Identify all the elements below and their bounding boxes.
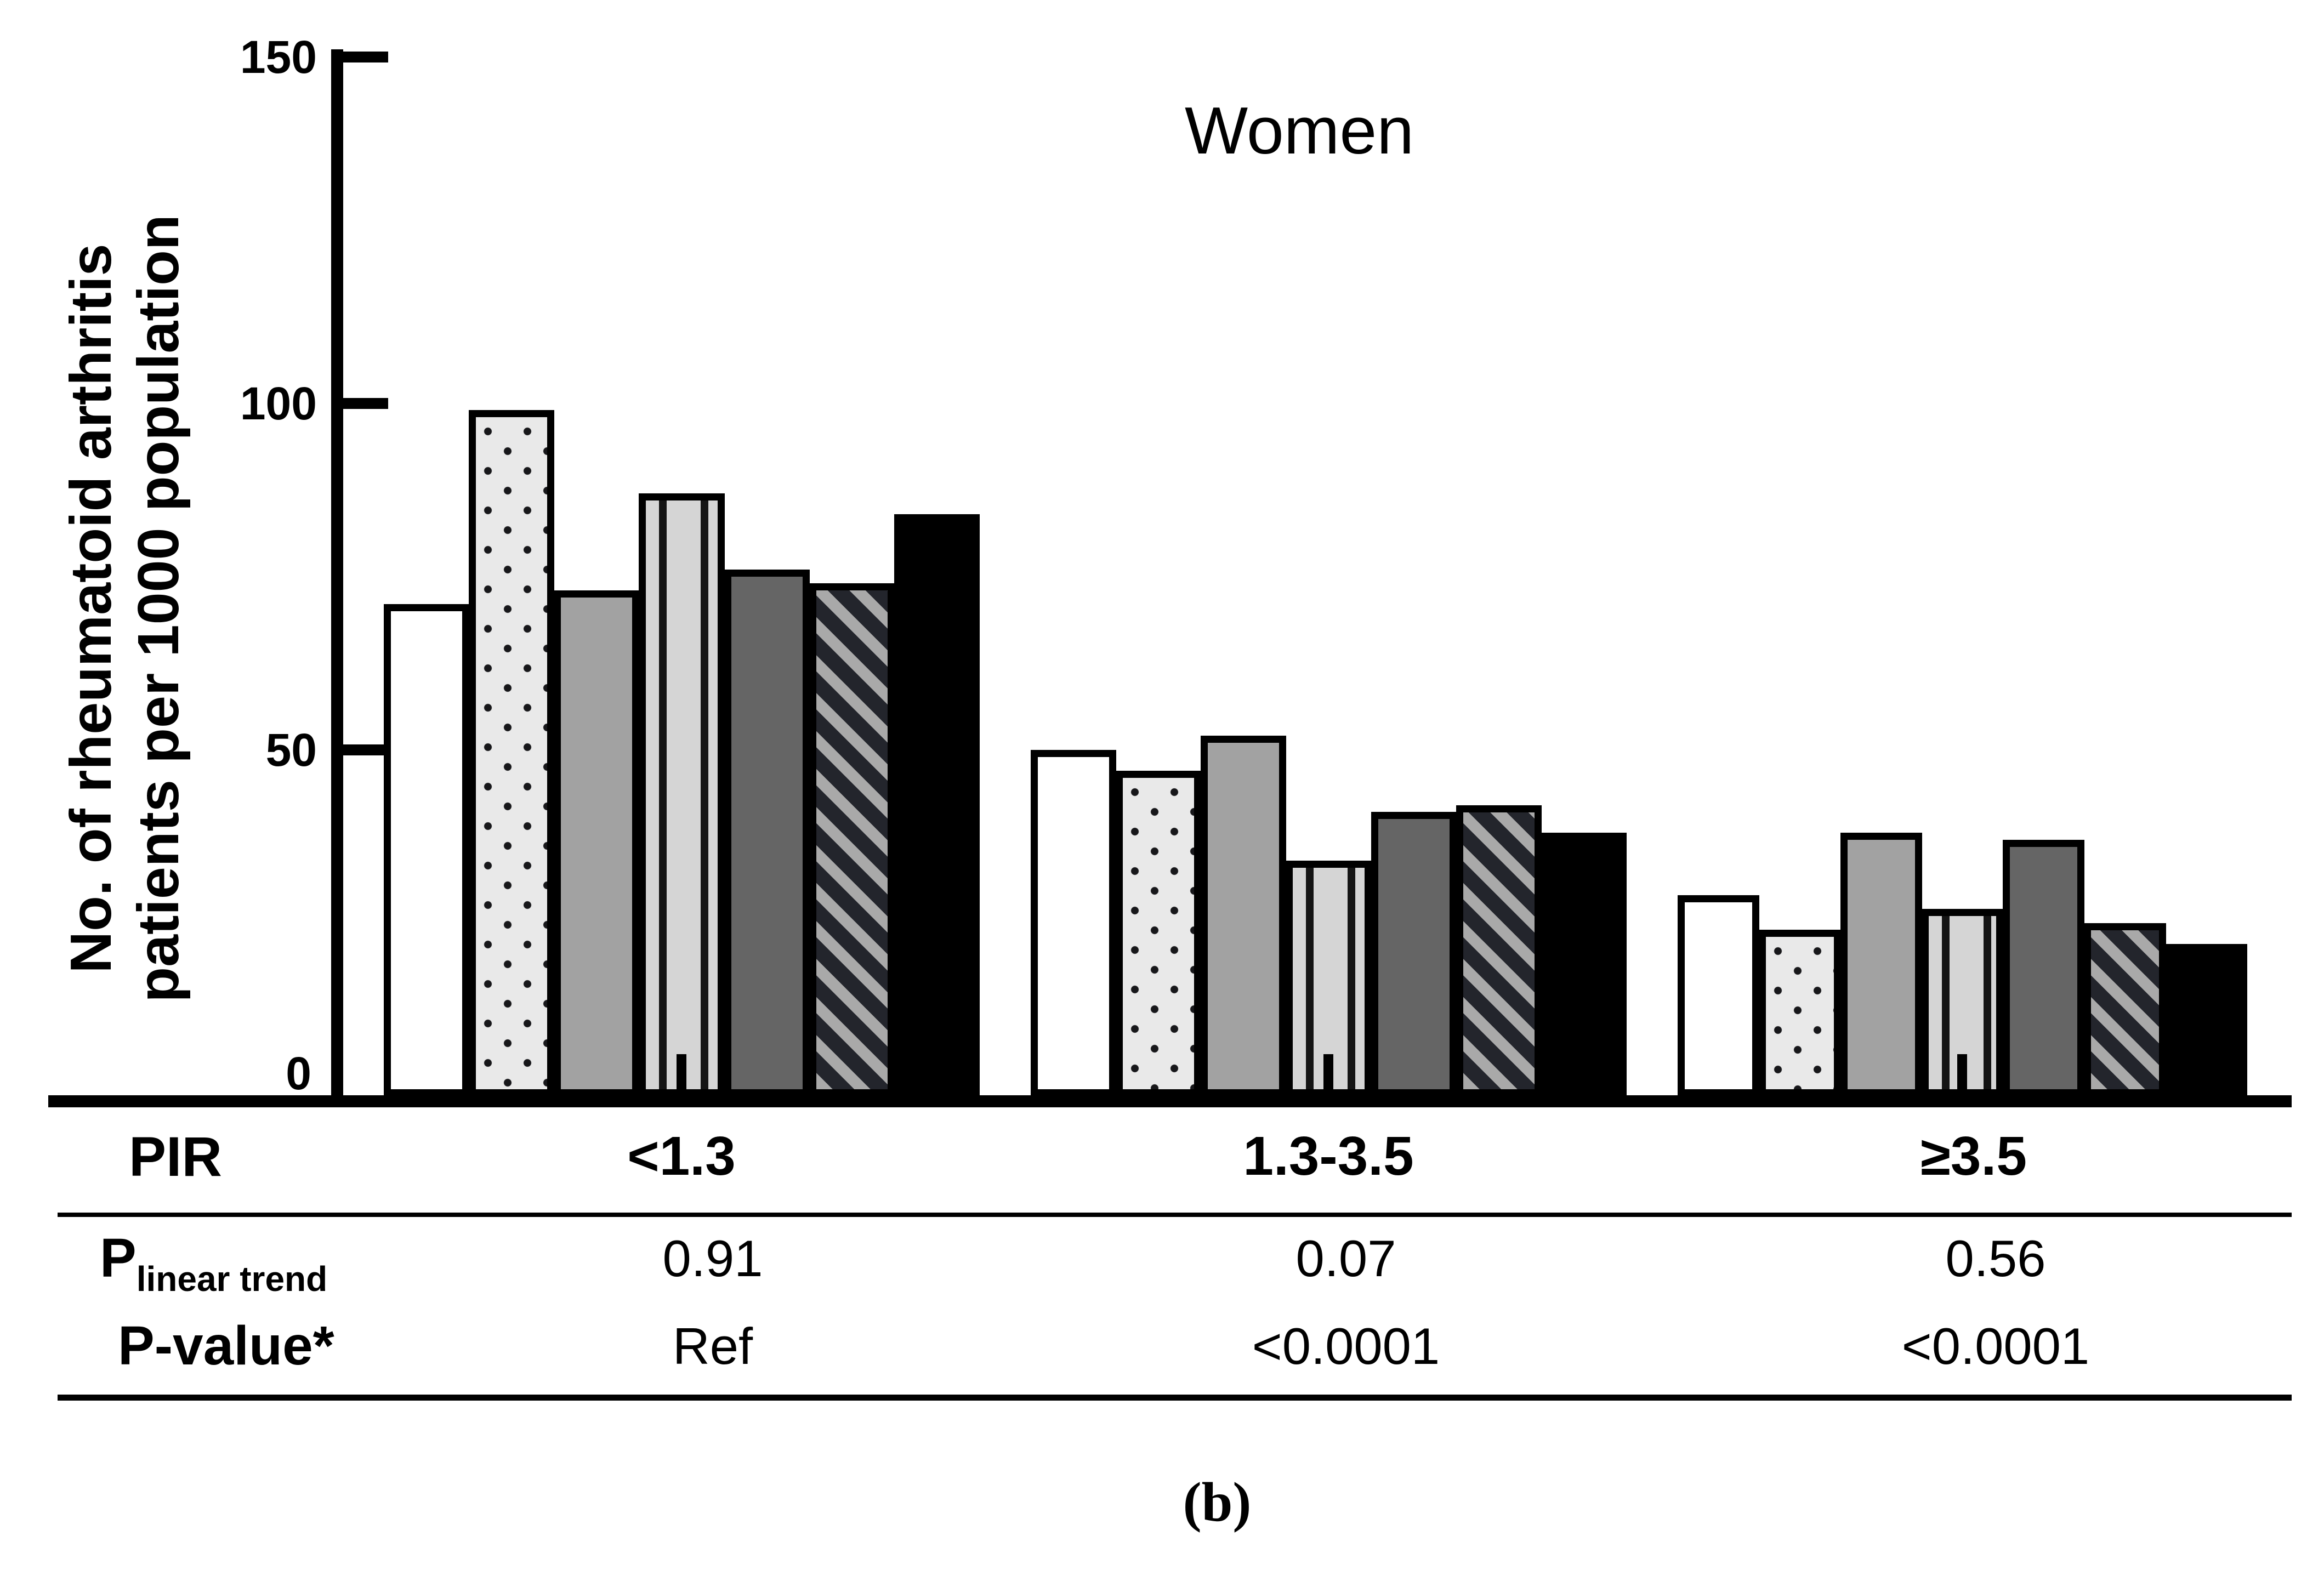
bar-white-group-2 [1031, 750, 1117, 1096]
table-rule-bottom [58, 1395, 2292, 1401]
p-value-1: Ref [672, 1317, 753, 1375]
p-linear-trend-main: P [100, 1227, 137, 1289]
x-axis-line [48, 1095, 2292, 1107]
p-linear-trend-value-1: 0.91 [662, 1230, 763, 1287]
category-label-pir-ge-3-5: ≥3.5 [1920, 1125, 2027, 1187]
bar-black-group-1 [894, 514, 980, 1096]
bar-dotted-group-2 [1116, 771, 1202, 1096]
bar-light-gray-group-3 [1840, 833, 1922, 1096]
bar-dark-gray-group-2 [1371, 812, 1457, 1096]
category-label-pir-1-3-3-5: 1.3-3.5 [1243, 1125, 1414, 1187]
y-tick-label-150: 150 [240, 31, 317, 83]
bar-vertical-stripes-group-2 [1286, 861, 1372, 1096]
bar-dotted-group-3 [1759, 930, 1841, 1096]
y-tick-50 [343, 744, 388, 755]
category-label-pir-lt-1-3: <1.3 [627, 1125, 736, 1187]
bar-dark-gray-group-1 [724, 570, 810, 1096]
plot-area [0, 0, 2324, 1096]
row-label-p-value: P-value* [118, 1315, 334, 1376]
bar-white-group-1 [384, 604, 470, 1096]
row-label-pir: PIR [129, 1125, 223, 1188]
p-linear-trend-sub: linear trend [136, 1259, 328, 1299]
bar-diagonal-stripes-group-2 [1456, 805, 1542, 1096]
p-linear-trend-value-2: 0.07 [1295, 1230, 1396, 1287]
bar-diagonal-stripes-group-3 [2084, 923, 2166, 1096]
p-linear-trend-value-3: 0.56 [1945, 1230, 2046, 1287]
bar-vertical-stripes-group-3 [1921, 909, 2004, 1096]
bar-white-group-3 [1678, 895, 1760, 1096]
y-tick-label-100: 100 [240, 378, 317, 429]
row-label-p-linear-trend: Plinear trend [100, 1227, 327, 1299]
p-value-2: <0.0001 [1252, 1317, 1440, 1375]
panel-caption: (b) [1183, 1471, 1252, 1533]
bar-black-group-2 [1541, 833, 1627, 1096]
bar-vertical-stripes-group-1 [639, 493, 725, 1096]
y-tick-150 [343, 52, 388, 62]
bar-diagonal-stripes-group-1 [809, 583, 895, 1096]
bar-black-group-3 [2165, 944, 2247, 1096]
y-tick-100 [343, 398, 388, 409]
y-axis-line [331, 49, 343, 1107]
bar-dotted-group-1 [469, 410, 555, 1096]
y-tick-label-50: 50 [265, 724, 317, 776]
table-rule-middle [58, 1213, 2292, 1217]
p-value-3: <0.0001 [1901, 1317, 2090, 1375]
y-tick-label-0: 0 [286, 1048, 311, 1099]
bar-light-gray-group-1 [554, 590, 640, 1096]
chart-title: Women [1184, 93, 1414, 168]
bar-light-gray-group-2 [1201, 736, 1287, 1096]
bar-dark-gray-group-3 [2003, 840, 2085, 1096]
